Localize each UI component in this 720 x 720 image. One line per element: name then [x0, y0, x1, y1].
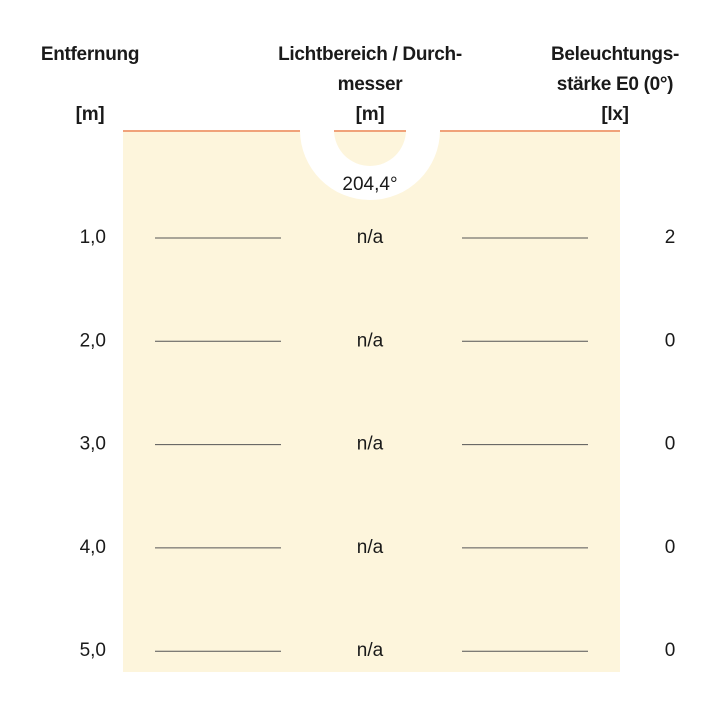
angle-inner [334, 130, 406, 166]
diameter: n/a [357, 640, 384, 661]
distance: 1,0 [80, 227, 106, 248]
illuminance: 0 [665, 330, 676, 351]
distance: 4,0 [80, 537, 106, 558]
light-area [123, 130, 620, 672]
header-text: Beleuchtungs- [551, 44, 679, 65]
header-text: Lichtbereich / Durch- [278, 44, 462, 65]
distance: 2,0 [80, 330, 106, 351]
diameter: n/a [357, 330, 384, 351]
diameter: n/a [357, 537, 384, 558]
header-text: [m] [76, 104, 105, 125]
header-text: messer [338, 74, 404, 95]
header-text: stärke E0 (0°) [557, 74, 673, 95]
beam-angle: 204,4° [342, 174, 397, 195]
diameter: n/a [357, 434, 384, 455]
illuminance: 0 [665, 640, 676, 661]
distance: 5,0 [80, 640, 106, 661]
illuminance: 2 [665, 227, 676, 248]
illuminance: 0 [665, 434, 676, 455]
illuminance: 0 [665, 537, 676, 558]
diameter: n/a [357, 227, 384, 248]
header-text: [m] [356, 104, 385, 125]
header-text: Entfernung [41, 44, 139, 65]
header-text: [lx] [601, 104, 628, 125]
distance: 3,0 [80, 434, 106, 455]
